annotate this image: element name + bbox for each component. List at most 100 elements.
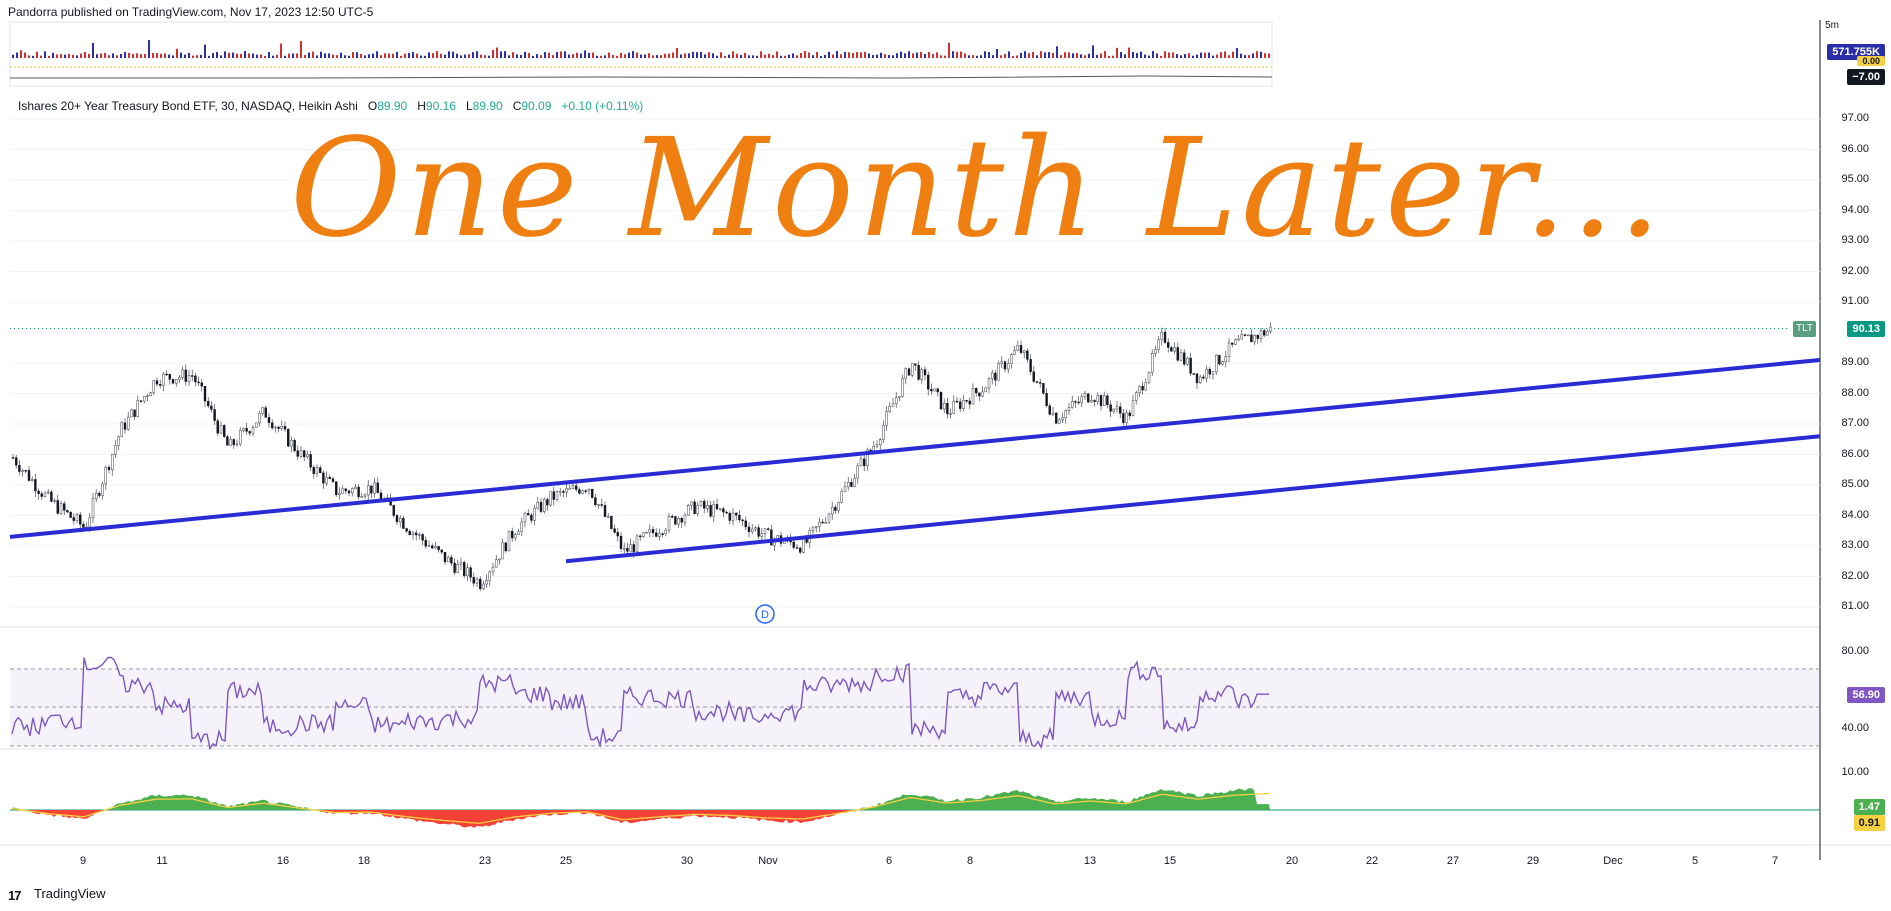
candle-body [827,513,831,523]
candle-body [1007,363,1010,370]
volume-bar [284,55,286,58]
volume-bar [628,52,630,58]
candle-body [370,485,373,494]
volume-bar [1000,55,1002,58]
footer-branding[interactable]: 17 TradingView [8,886,106,903]
candle-body [139,400,143,402]
candle-body [1048,405,1052,415]
dividend-event-marker[interactable]: D [755,604,775,624]
volume-bar [232,52,234,58]
volume-bar [760,51,762,58]
volume-bar [468,54,470,58]
volume-bar [604,55,606,58]
candle-body [187,375,191,382]
volume-bar [564,51,566,58]
candle-body [319,467,322,474]
volume-bar [128,52,130,58]
volume-bar [244,51,246,58]
volume-bar [112,53,114,58]
candle-body [1189,357,1192,374]
volume-bar [904,53,906,58]
candle-body [821,521,824,524]
candle-body [891,403,895,407]
price-axis-label: 89.00 [1841,356,1869,368]
volume-bar [60,54,62,58]
price-axis-label: 86.00 [1841,447,1869,460]
candle-body [165,373,168,376]
candle-body [1237,338,1240,341]
volume-bar [484,55,486,58]
volume-bar [40,55,42,58]
tradingview-logo-icon: 17 [8,887,21,903]
candle-body [11,457,15,459]
volume-bar [812,55,814,58]
candle-body [1102,395,1106,406]
candle-body [629,544,632,552]
candle-body [939,391,943,410]
volume-bar [612,54,614,58]
candle-body [1170,347,1173,352]
candle-body [427,545,431,548]
candle-body [943,402,946,410]
candle-body [1269,326,1272,332]
candle-body [507,530,511,552]
candle-body [539,502,543,512]
volume-bar [200,54,202,58]
date-axis-label: 15 [1163,855,1177,867]
volume-bar [876,54,878,58]
volume-bar [552,55,554,58]
candle-body [850,482,853,487]
candle-body [331,478,335,482]
volume-bar [1192,55,1194,58]
candle-body [530,514,533,521]
volume-bar [72,54,74,58]
volume-bar [724,55,726,58]
candle-body [523,513,527,523]
volume-bar [80,53,82,58]
candle-body [399,517,402,523]
volume-bar [636,52,638,58]
volume-bar [96,54,98,58]
volume-bar [784,55,786,58]
candle-body [373,482,376,494]
volume-bar [924,54,926,58]
date-axis-label: 23 [478,855,492,867]
volume-bar [688,53,690,58]
volume-bar [380,55,382,58]
candle-body [357,486,360,498]
candle-body [805,538,808,543]
candle-body [795,547,799,549]
candle-body [735,512,738,516]
volume-bar [228,52,230,58]
volume-bar [272,55,274,58]
volume-bar [212,53,214,58]
candle-body [767,528,770,530]
volume-bar [720,52,722,58]
price-axis-label: 83.00 [1841,539,1869,551]
volume-bar [480,54,482,58]
candle-body [299,450,303,457]
candle-body [635,535,639,552]
volume-bar [560,51,562,58]
candle-body [303,450,306,458]
volume-bar [76,55,78,58]
candle-body [136,400,140,417]
candle-body [24,470,27,472]
price-axis-label: 92.00 [1841,264,1869,277]
trendlines[interactable] [9,357,1821,564]
candle-body [1054,412,1058,424]
candle-body [440,549,443,553]
volume-bar [464,54,466,58]
candle-body [1131,400,1135,417]
volume-bar [300,41,302,58]
volume-bar [324,53,326,58]
volume-bar [388,53,390,58]
candle-body [719,508,722,510]
volume-bar [100,53,102,58]
candle-body [206,400,210,407]
candle-body [571,485,575,489]
volume-bar [1112,55,1114,58]
volume-bar [1092,45,1094,58]
candle-body [715,504,719,510]
